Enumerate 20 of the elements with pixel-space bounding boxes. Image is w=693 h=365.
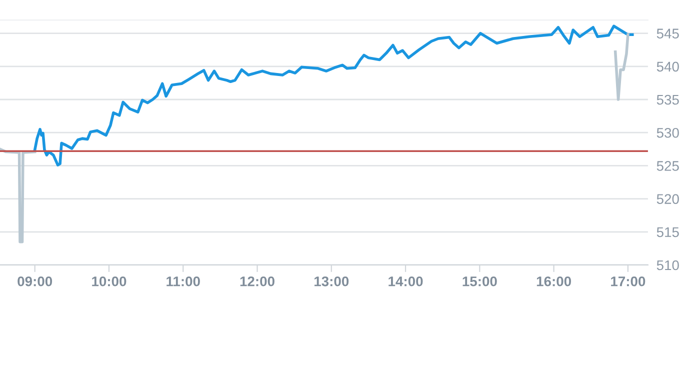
x-tick-label: 12:00 [240, 276, 274, 286]
x-tick-label: 16:00 [536, 276, 571, 286]
line-series [0, 148, 36, 244]
x-tick-label: 14:00 [388, 276, 423, 286]
x-tick-label: 17:00 [611, 276, 646, 286]
x-tick-label: 11:00 [166, 276, 200, 286]
y-tick-label: 520 [656, 194, 679, 204]
x-tick-label: 15:00 [462, 276, 497, 286]
line-series [614, 33, 630, 101]
y-tick-label: 510 [656, 260, 679, 270]
x-tick-label: 13:00 [314, 276, 349, 286]
y-tick-label: 545 [656, 28, 679, 38]
x-tick-label: 09:00 [18, 276, 52, 286]
x-tick-label: 10:00 [92, 276, 126, 286]
y-tick-label: 530 [656, 128, 679, 138]
y-tick-label: 525 [656, 161, 679, 171]
y-tick-label: 515 [656, 227, 679, 238]
y-tick-label: 540 [656, 62, 679, 72]
line-series [33, 24, 634, 166]
y-tick-label: 535 [656, 94, 679, 105]
